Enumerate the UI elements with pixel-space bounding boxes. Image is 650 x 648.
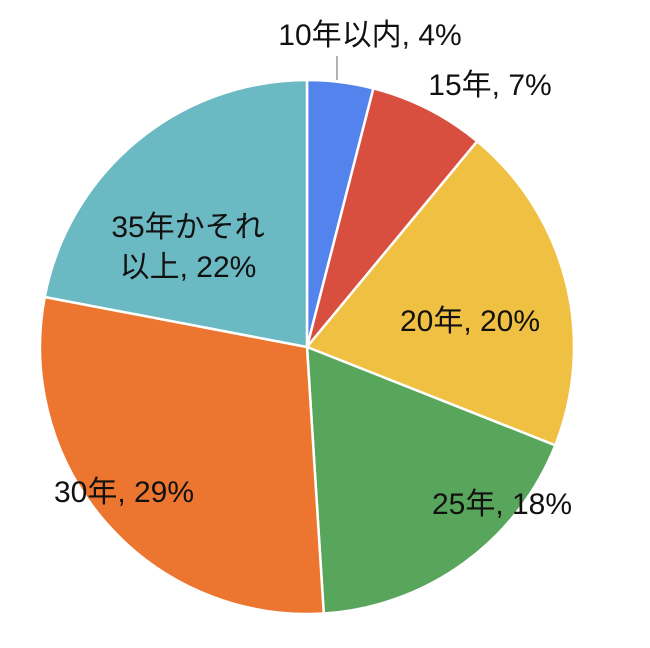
slice-label: 25年, 18%	[431, 488, 573, 521]
pie-slice	[304, 139, 576, 447]
slice-label: 10年以内, 4%	[278, 19, 462, 52]
slice-label: 15年, 7%	[428, 69, 552, 102]
pie-slice	[38, 295, 326, 616]
slice-label: 30年, 29%	[53, 476, 195, 509]
pie-slice	[43, 78, 309, 349]
slice-label: 20年, 20%	[399, 305, 541, 338]
slice-label: 35年かそれ以上, 22%	[111, 211, 265, 284]
pie-slice	[305, 86, 479, 348]
pie-slice	[305, 345, 557, 615]
